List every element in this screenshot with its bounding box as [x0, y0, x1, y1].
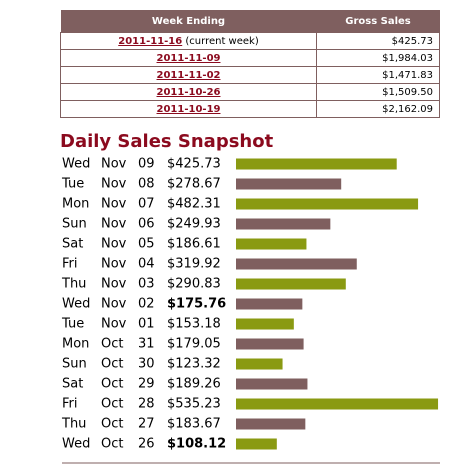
- week-link[interactable]: 2011-10-19: [156, 103, 221, 115]
- day: Fri: [62, 257, 78, 272]
- date: 28: [138, 397, 155, 412]
- day: Thu: [61, 277, 86, 292]
- week-note: (current week): [185, 35, 259, 47]
- snapshot-title: Daily Sales Snapshot: [60, 131, 274, 152]
- date: 04: [138, 257, 155, 272]
- day: Mon: [62, 337, 89, 352]
- table-row: 2011-10-26 $1,509.50: [60, 83, 440, 101]
- sales-cell: $2,162.09: [316, 100, 440, 118]
- amount: $290.83: [167, 277, 221, 292]
- day: Sun: [62, 357, 87, 372]
- day: Sat: [62, 237, 83, 252]
- month: Oct: [101, 357, 123, 372]
- bar: [236, 238, 307, 250]
- date: 26: [138, 437, 155, 452]
- date: 02: [138, 297, 155, 312]
- table-row: 2011-11-09 $1,984.03: [60, 49, 440, 67]
- month: Nov: [101, 197, 127, 212]
- bar: [236, 438, 277, 450]
- day: Fri: [62, 397, 78, 412]
- month: Oct: [101, 377, 123, 392]
- amount: $183.67: [167, 417, 221, 432]
- bar: [236, 198, 419, 210]
- amount: $319.92: [167, 257, 221, 272]
- date: 08: [138, 177, 155, 192]
- header-row: Week Ending Gross Sales: [60, 10, 440, 33]
- bar: [236, 318, 294, 330]
- month: Nov: [101, 237, 127, 252]
- month: Oct: [101, 337, 123, 352]
- bar: [236, 258, 357, 270]
- month: Oct: [101, 417, 123, 432]
- amount: $425.73: [167, 157, 221, 172]
- bar: [236, 218, 331, 230]
- month: Nov: [101, 217, 127, 232]
- day: Wed: [62, 437, 90, 452]
- week-link[interactable]: 2011-10-26: [156, 86, 221, 98]
- day: Thu: [61, 417, 86, 432]
- week-link[interactable]: 2011-11-02: [156, 69, 221, 81]
- date: 07: [138, 197, 155, 212]
- bar: [236, 398, 439, 410]
- day: Sat: [62, 377, 83, 392]
- date: 05: [138, 237, 155, 252]
- bar: [236, 178, 342, 190]
- bar: [236, 358, 283, 370]
- amount: $175.76: [167, 297, 226, 312]
- date: 29: [138, 377, 155, 392]
- amount: $108.12: [167, 437, 226, 452]
- month: Nov: [101, 257, 127, 272]
- month: Nov: [101, 157, 127, 172]
- week-cell: 2011-11-16 (current week): [60, 32, 317, 50]
- date: 31: [138, 337, 155, 352]
- bar: [236, 378, 308, 390]
- month: Nov: [101, 297, 127, 312]
- day: Tue: [61, 177, 84, 192]
- week-link[interactable]: 2011-11-09: [156, 52, 221, 64]
- date: 09: [138, 157, 155, 172]
- amount: $123.32: [167, 357, 221, 372]
- day: Wed: [62, 157, 90, 172]
- day: Tue: [61, 317, 84, 332]
- amount: $153.18: [167, 317, 221, 332]
- bar: [236, 298, 303, 310]
- amount: $278.67: [167, 177, 221, 192]
- date: 01: [138, 317, 155, 332]
- weekly-table: Week Ending Gross Sales 2011-11-16 (curr…: [60, 10, 440, 118]
- week-link[interactable]: 2011-11-16: [118, 35, 183, 47]
- table-row: 2011-10-19 $2,162.09: [60, 100, 440, 118]
- day: Sun: [62, 217, 87, 232]
- bar: [236, 418, 306, 430]
- week-cell: 2011-10-19: [60, 100, 317, 118]
- month: Oct: [101, 397, 123, 412]
- day: Wed: [62, 297, 90, 312]
- amount: $249.93: [167, 217, 221, 232]
- header: Week Ending: [60, 10, 317, 33]
- amount: $535.23: [167, 397, 221, 412]
- date: 03: [138, 277, 155, 292]
- header: Gross Sales: [316, 10, 440, 33]
- date: 30: [138, 357, 155, 372]
- bar: [236, 338, 304, 350]
- date: 06: [138, 217, 155, 232]
- table-row: 2011-11-16 (current week) $425.73: [60, 32, 440, 50]
- day: Mon: [62, 197, 89, 212]
- month: Nov: [101, 317, 127, 332]
- month: Nov: [101, 177, 127, 192]
- month: Oct: [101, 437, 123, 452]
- bar: [236, 158, 397, 170]
- amount: $189.26: [167, 377, 221, 392]
- month: Nov: [101, 277, 127, 292]
- amount: $186.61: [167, 237, 221, 252]
- bar: [236, 278, 346, 290]
- amount: $482.31: [167, 197, 221, 212]
- amount: $179.05: [167, 337, 221, 352]
- date: 27: [138, 417, 155, 432]
